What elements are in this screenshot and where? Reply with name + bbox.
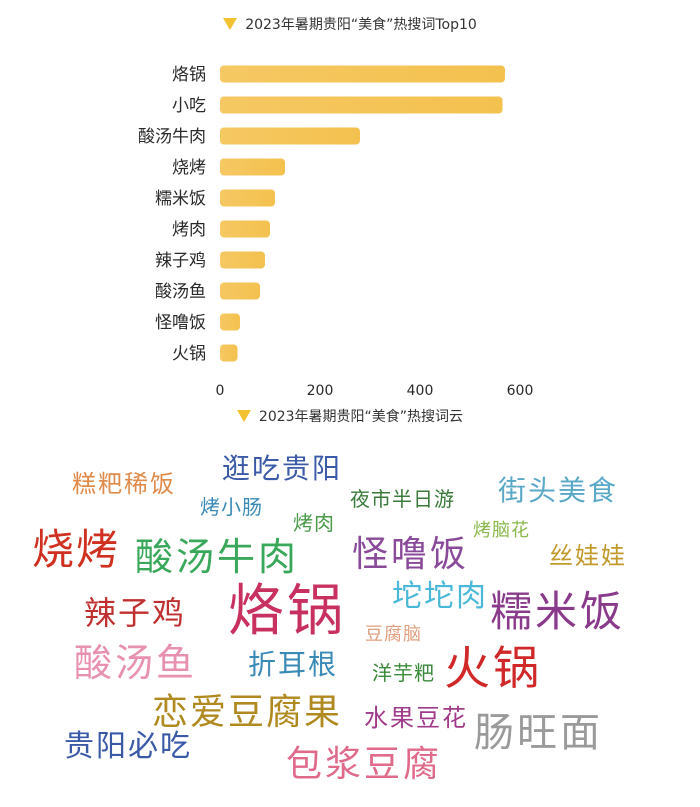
cloud-word: 烙锅: [228, 579, 346, 644]
cloud-word: 洋芋粑: [372, 661, 435, 685]
cloud-word: 烤脑花: [473, 520, 530, 541]
triangle-marker-icon: [236, 410, 251, 422]
triangle-shape: [236, 410, 251, 422]
cloud-word: 酸汤鱼: [74, 641, 197, 685]
cloud-word: 肠旺面: [474, 710, 603, 756]
y-tick-label: 糯米饭: [155, 189, 206, 209]
word-cloud-title-text: 2023年暑期贵阳“美食”热搜词云: [258, 409, 464, 425]
bar: [220, 220, 270, 238]
bar: [220, 158, 285, 176]
y-tick-label: 辣子鸡: [155, 251, 206, 271]
x-tick-label: 200: [307, 383, 334, 399]
cloud-word: 酸汤牛肉: [135, 535, 299, 579]
y-tick-label: 酸汤鱼: [155, 282, 206, 302]
y-tick-label: 酸汤牛肉: [138, 127, 206, 147]
cloud-word: 烧烤: [32, 525, 120, 574]
bar: [220, 189, 275, 207]
bar-chart-title-text: 2023年暑期贵阳“美食”热搜词Top10: [245, 17, 477, 33]
cloud-word: 贵阳必吃: [64, 729, 192, 764]
cloud-word: 夜市半日游: [350, 487, 455, 511]
cloud-word: 糕粑稀饭: [72, 470, 176, 498]
word-cloud-title: 2023年暑期贵阳“美食”热搜词云: [0, 406, 700, 426]
cloud-word: 糯米饭: [490, 587, 625, 636]
bar: [220, 127, 360, 145]
cloud-word: 豆腐脑: [365, 624, 422, 645]
y-tick-label: 怪噜饭: [155, 313, 206, 333]
cloud-word: 坨坨肉: [392, 579, 488, 614]
bars: [220, 65, 505, 362]
x-tick-label: 600: [507, 383, 534, 399]
bar: [220, 313, 240, 331]
bar: [220, 344, 238, 362]
y-tick-label: 烙锅: [172, 65, 206, 85]
cloud-word: 火锅: [444, 641, 542, 695]
cloud-word: 逛吃贵阳: [222, 452, 342, 485]
cloud-word: 丝娃娃: [549, 542, 627, 570]
cloud-word: 包浆豆腐: [286, 744, 442, 785]
cloud-word: 恋爱豆腐果: [152, 692, 342, 733]
bar: [220, 96, 503, 114]
y-tick-label: 火锅: [172, 344, 206, 364]
bar: [220, 251, 265, 269]
y-tick-label: 小吃: [172, 96, 206, 116]
bar: [220, 65, 505, 83]
bar: [220, 282, 260, 300]
cloud-word: 辣子鸡: [84, 594, 186, 632]
triangle-shape: [223, 18, 238, 30]
cloud-word: 怪噜饭: [352, 534, 469, 575]
bar-chart-title: 2023年暑期贵阳“美食”热搜词Top10: [0, 14, 700, 34]
cloud-word: 街头美食: [498, 474, 618, 507]
x-tick-label: 0: [216, 383, 225, 399]
cloud-word: 水果豆花: [364, 704, 468, 732]
x-tick-label: 400: [407, 383, 434, 399]
cloud-word: 折耳根: [248, 648, 338, 681]
triangle-marker-icon: [223, 18, 238, 30]
y-tick-label: 烧烤: [172, 158, 206, 178]
y-tick-label: 烤肉: [172, 220, 206, 240]
x-axis-ticks: 0 200 400 600: [216, 383, 534, 399]
cloud-word: 烤肉: [293, 511, 335, 535]
cloud-word: 烤小肠: [200, 495, 263, 519]
